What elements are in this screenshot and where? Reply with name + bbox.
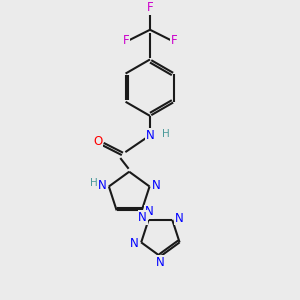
Text: N: N: [98, 178, 107, 191]
Text: H: H: [162, 129, 169, 139]
Text: O: O: [93, 135, 103, 148]
Text: N: N: [145, 206, 154, 218]
Text: N: N: [156, 256, 165, 269]
Text: N: N: [152, 178, 161, 191]
Text: F: F: [170, 34, 177, 47]
Text: N: N: [130, 237, 139, 250]
Text: F: F: [123, 34, 130, 47]
Text: N: N: [146, 129, 154, 142]
Text: H: H: [90, 178, 97, 188]
Text: N: N: [138, 211, 147, 224]
Text: N: N: [174, 212, 183, 225]
Text: F: F: [147, 1, 153, 14]
